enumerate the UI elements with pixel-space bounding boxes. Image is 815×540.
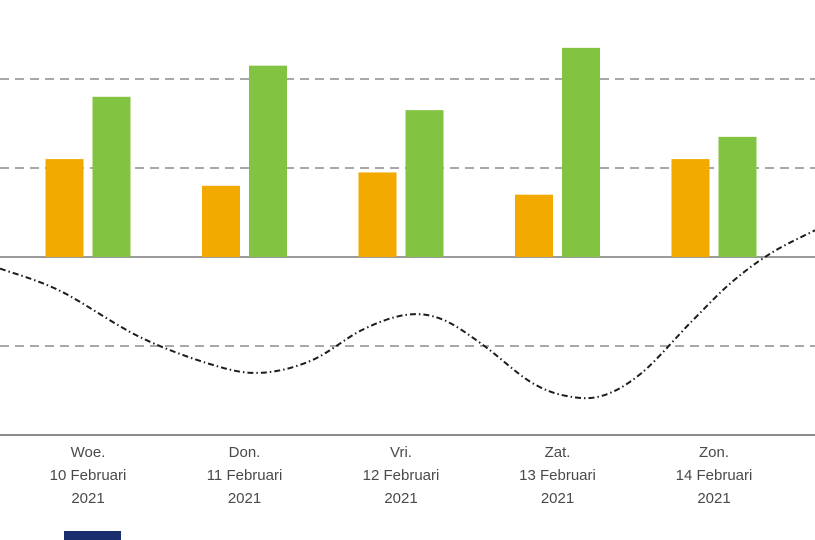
x-axis-label-line: Vri. <box>390 444 412 461</box>
x-axis-label-line: 2021 <box>540 490 575 507</box>
x-axis-label-line: 2021 <box>227 490 262 507</box>
x-axis-label-line: 11 Februari <box>206 467 283 484</box>
x-axis-label: Zat. 13 Februari 2021 <box>478 441 638 510</box>
x-axis-label-line: Woe. <box>70 444 106 461</box>
bar-orange <box>671 159 710 257</box>
bar-green <box>92 96 131 257</box>
bar-green <box>718 136 757 257</box>
x-axis-label-line: 12 Februari <box>362 467 440 484</box>
bar-orange <box>358 172 397 257</box>
x-axis-label: Zon. 14 Februari 2021 <box>634 441 794 510</box>
logo-fragment <box>64 531 121 540</box>
bar-green <box>249 65 287 258</box>
bar-orange <box>202 185 240 257</box>
x-axis-label-line: 2021 <box>71 490 105 507</box>
trend-line <box>0 229 815 400</box>
x-axis-label-line: 14 Februari <box>675 467 753 484</box>
x-axis-label-line: Don. <box>228 444 261 461</box>
x-axis-label-line: Zat. <box>544 444 571 461</box>
x-axis-label: Vri. 12 Februari 2021 <box>321 441 481 510</box>
x-axis-label-line: Zon. <box>698 444 729 461</box>
bar-green <box>405 110 444 258</box>
bar-orange <box>45 159 84 257</box>
x-axis-label-line: 2021 <box>384 490 418 507</box>
x-axis-label-line: 13 Februari <box>519 467 596 484</box>
bar-green <box>562 47 600 257</box>
bar-orange <box>515 194 553 257</box>
x-axis-label-line: 2021 <box>697 490 731 507</box>
x-axis-label-line: 10 Februari <box>49 467 127 484</box>
x-axis-label: Don. 11 Februari 2021 <box>165 441 325 510</box>
x-axis-label: Woe. 10 Februari 2021 <box>8 441 168 510</box>
